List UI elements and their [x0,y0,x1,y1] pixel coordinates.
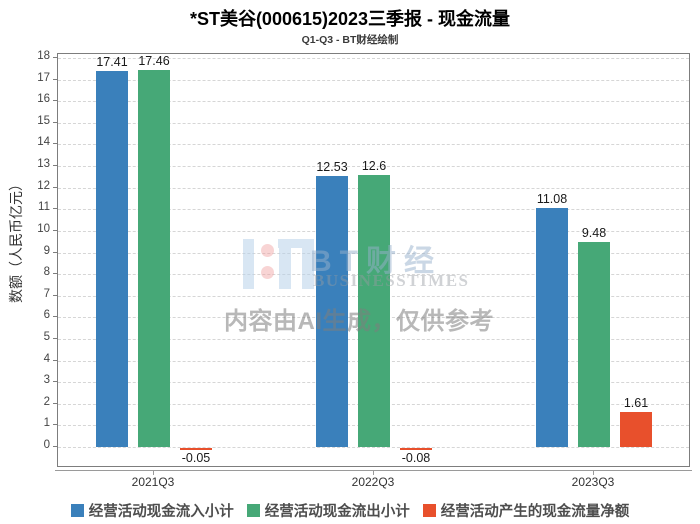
x-tick-label: 2023Q3 [571,475,615,489]
y-tick-label: 11 [38,201,50,214]
bar-value-label: 12.6 [361,158,387,173]
bar-value-label: 1.61 [623,396,649,411]
y-tick-label: 7 [43,287,50,300]
bar-value-label: -0.08 [401,451,431,465]
bar-value-label: 17.41 [96,54,128,69]
y-tick-mark [53,424,57,426]
y-tick-mark [53,100,57,102]
y-tick-label: 9 [43,244,50,257]
bar [96,70,128,447]
y-tick-label: 2 [43,395,50,408]
y-tick-label: 3 [43,374,50,387]
y-tick-mark [53,208,57,210]
bar-value-label: 9.48 [581,226,607,241]
y-tick-mark [53,273,57,275]
bar [536,207,568,447]
legend-label: 经营活动产生的现金流量净额 [440,504,630,520]
legend-item[interactable]: 经营活动现金流入小计 [70,500,234,521]
y-tick-label: 4 [43,352,50,365]
y-tick-label: 5 [43,330,50,343]
y-tick-label: 16 [37,93,50,106]
y-tick-mark [53,121,57,123]
y-tick-label: 18 [37,50,50,62]
legend-item[interactable]: 经营活动现金流出小计 [246,500,410,521]
y-tick-mark [53,359,57,361]
gridline [58,58,689,59]
y-tick-mark [53,316,57,318]
bar [400,448,432,450]
legend-swatch-icon [422,504,436,517]
y-tick-label: 15 [37,114,50,127]
legend: 经营活动现金流入小计 经营活动现金流出小计 经营活动产生的现金流量净额 [0,500,700,521]
y-tick-label: 8 [43,266,50,279]
y-tick-label: 0 [43,439,50,451]
bar [316,176,348,447]
y-tick-label: 1 [43,417,50,430]
bar-value-label: -0.05 [181,451,211,465]
y-tick-mark [53,229,57,231]
gridline [58,79,689,81]
y-tick-label: 17 [37,71,50,84]
y-tick-label: 13 [37,158,50,171]
bar-value-label: 17.46 [138,53,170,68]
gridline [58,101,689,103]
y-tick-label: 6 [43,309,50,322]
y-axis-label: 数额（人民币亿元） [8,177,24,303]
legend-swatch-icon [70,504,84,517]
bar [578,242,610,447]
bar [180,448,212,450]
y-tick-mark [53,294,57,296]
bar [358,174,390,447]
legend-item[interactable]: 经营活动产生的现金流量净额 [422,500,630,521]
y-tick-mark [53,78,57,80]
chart-title: *ST美谷(000615)2023三季报 - 现金流量 [189,9,511,29]
plot-area: 17.41 12.53 11.08 17.46 12.6 9.48 -0.05 -0.08 1.… [57,53,690,467]
legend-label: 经营活动现金流入小计 [88,504,234,520]
x-tick-mark [373,470,374,475]
y-tick-label: 10 [37,222,50,235]
gridline [58,122,689,124]
gridline [58,166,689,168]
y-tick-mark [53,165,57,167]
legend-swatch-icon [246,504,260,517]
y-tick-mark [53,57,57,58]
legend-label: 经营活动现金流出小计 [264,504,410,520]
y-tick-mark [53,381,57,383]
x-tick-mark [153,470,154,475]
y-tick-mark [53,186,57,188]
chart-subtitle: Q1-Q3 - BT财经绘制 [301,34,399,46]
x-tick-mark [593,470,594,475]
y-tick-mark [53,446,57,447]
y-tick-label: 14 [37,136,50,149]
y-tick-label: 12 [37,179,50,192]
bar-value-label: 11.08 [536,191,568,206]
y-tick-mark [53,143,57,145]
x-tick-label: 2022Q3 [351,475,395,489]
bar [620,412,652,447]
bar-value-label: 12.53 [316,160,348,175]
y-tick-mark [53,337,57,339]
y-tick-mark [53,251,57,253]
gridline [58,447,689,448]
gridline [58,144,689,146]
bar [138,69,170,447]
x-tick-label: 2021Q3 [131,475,175,489]
y-tick-mark [53,402,57,404]
